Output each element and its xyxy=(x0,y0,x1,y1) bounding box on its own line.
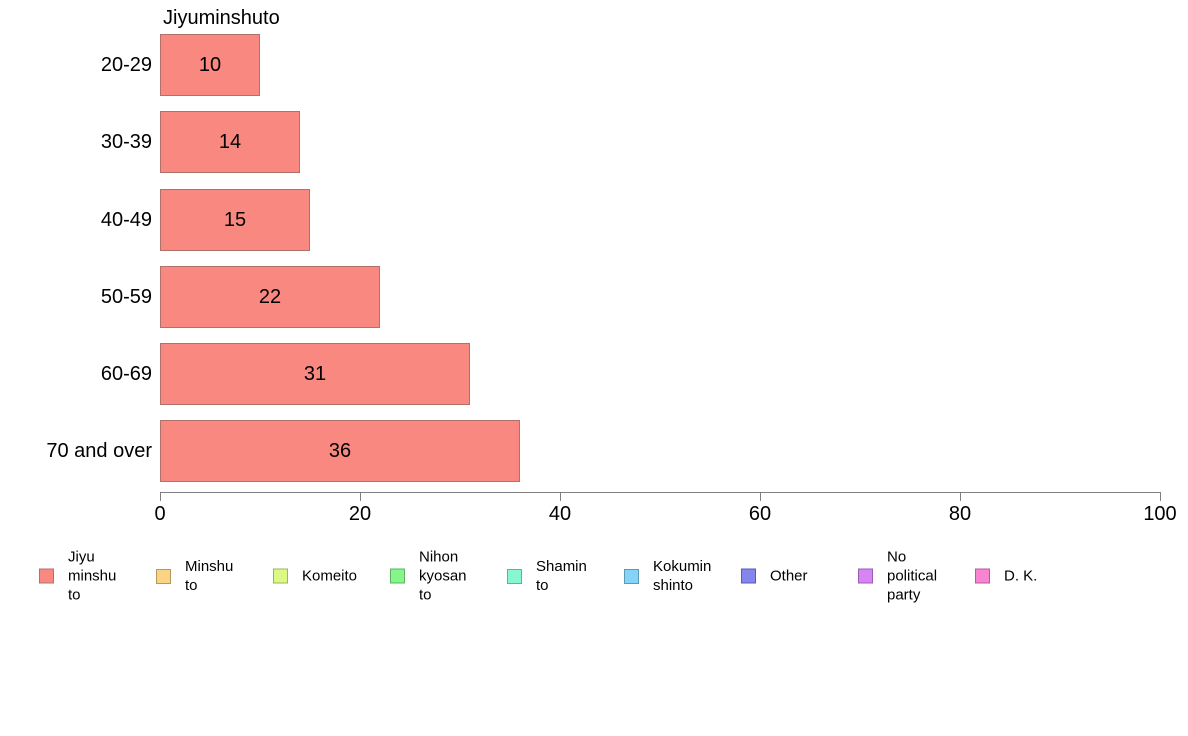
x-tick-mark xyxy=(960,492,961,501)
bar-value-label: 31 xyxy=(303,362,327,385)
bar-value-label: 14 xyxy=(218,130,242,153)
x-tick-label: 40 xyxy=(548,503,572,525)
bar-value-label: 10 xyxy=(198,53,222,76)
bar-row: 50-59 22 xyxy=(0,266,1188,328)
bar: 22 xyxy=(160,266,380,328)
x-tick-label: 20 xyxy=(348,503,372,525)
legend-swatch xyxy=(975,568,990,584)
legend-swatch xyxy=(624,568,639,584)
bar: 36 xyxy=(160,420,520,482)
x-tick-mark xyxy=(560,492,561,501)
bar: 15 xyxy=(160,189,310,251)
x-tick-label: 100 xyxy=(1143,503,1177,525)
bar: 31 xyxy=(160,343,470,405)
x-tick-mark xyxy=(360,492,361,501)
legend-label: Shamin to xyxy=(536,558,587,594)
category-label: 40-49 xyxy=(100,208,152,231)
legend-label: Minshu to xyxy=(185,558,234,594)
legend-swatch xyxy=(390,568,405,584)
legend-swatch xyxy=(273,568,288,584)
x-tick-label: 60 xyxy=(748,503,772,525)
category-label: 70 and over xyxy=(46,439,152,462)
category-label: 20-29 xyxy=(100,53,152,76)
x-tick-mark xyxy=(760,492,761,501)
legend-swatch xyxy=(507,568,522,584)
bar-value-label: 22 xyxy=(258,285,282,308)
x-tick-label: 0 xyxy=(154,503,166,525)
category-label: 30-39 xyxy=(100,130,152,153)
legend-swatch xyxy=(39,568,54,584)
bar-row: 20-29 10 xyxy=(0,34,1188,96)
legend-swatch xyxy=(156,568,171,584)
legend-item: Minshu to xyxy=(156,557,243,595)
legend-item: D. K. xyxy=(975,567,1037,586)
legend-swatch xyxy=(858,568,873,584)
legend-swatch xyxy=(741,568,756,584)
x-tick-mark xyxy=(1160,492,1161,501)
bar-row: 70 and over 36 xyxy=(0,420,1188,482)
bar: 14 xyxy=(160,111,300,173)
category-label: 60-69 xyxy=(100,362,152,385)
bar: 10 xyxy=(160,34,260,96)
bar-value-label: 36 xyxy=(328,439,352,462)
bar-row: 40-49 15 xyxy=(0,189,1188,251)
legend-item: Nihon kyosan to xyxy=(390,548,477,605)
category-label: 50-59 xyxy=(100,285,152,308)
legend-label: Komeito xyxy=(302,567,358,585)
x-axis-line xyxy=(160,492,1161,493)
legend-item: Komeito xyxy=(273,567,357,586)
legend-item: No political party xyxy=(858,548,945,605)
legend-label: No political party xyxy=(887,548,938,604)
legend-label: Nihon kyosan to xyxy=(419,548,467,604)
legend-item: Kokumin shinto xyxy=(624,557,711,595)
x-tick-label: 80 xyxy=(948,503,972,525)
legend-item: Other xyxy=(741,567,808,586)
legend-item: Shamin to xyxy=(507,557,594,595)
bar-row: 60-69 31 xyxy=(0,343,1188,405)
chart-title: Jiyuminshuto xyxy=(163,7,280,29)
legend-label: D. K. xyxy=(1004,567,1038,585)
legend-item: Jiyu minshu to xyxy=(39,548,126,605)
legend-label: Other xyxy=(770,567,808,585)
x-tick-mark xyxy=(160,492,161,501)
bar-value-label: 15 xyxy=(223,208,247,231)
bar-row: 30-39 14 xyxy=(0,111,1188,173)
legend-label: Kokumin shinto xyxy=(653,558,712,594)
legend-label: Jiyu minshu to xyxy=(68,548,117,604)
